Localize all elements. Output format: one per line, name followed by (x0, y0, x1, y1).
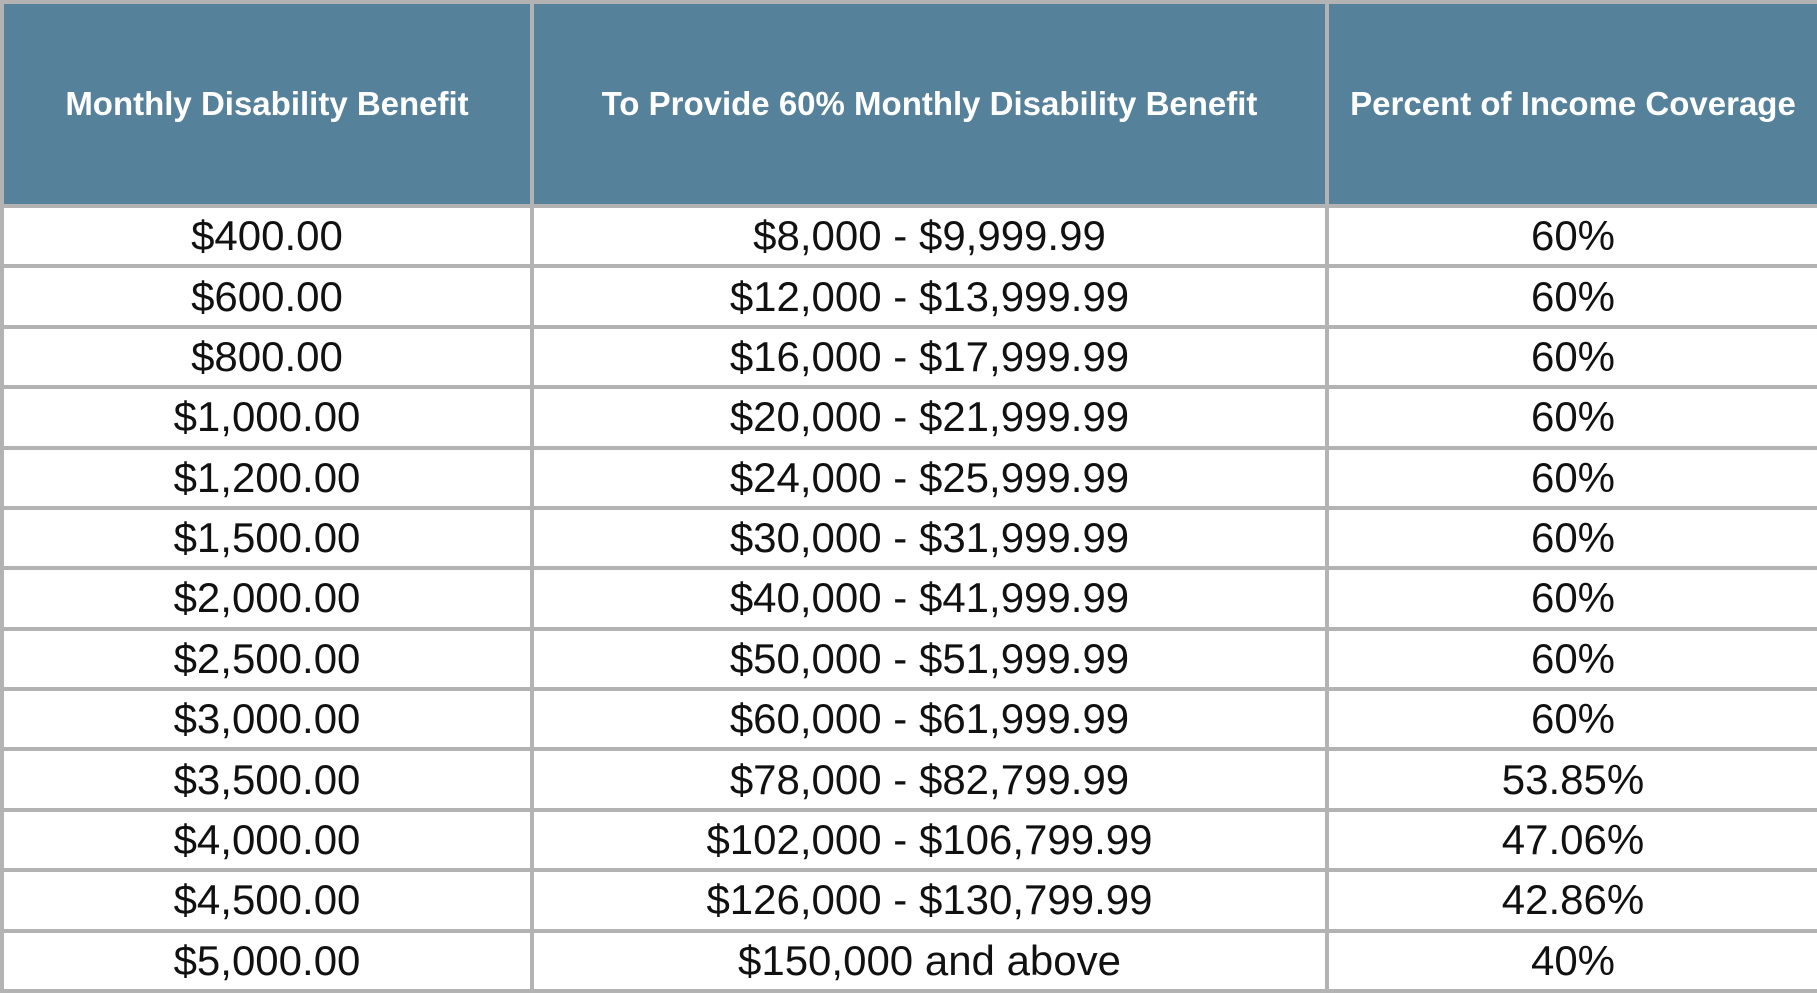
table-cell: $78,000 - $82,799.99 (530, 747, 1329, 812)
table-cell: $40,000 - $41,999.99 (530, 566, 1329, 631)
table-cell: 53.85% (1325, 747, 1817, 812)
table-cell: 60% (1325, 505, 1817, 571)
table-row: $1,200.00 $24,000 - $25,999.99 60% (0, 445, 1817, 510)
table-cell: $4,000.00 (0, 807, 534, 873)
table-cell: 40% (1325, 928, 1817, 993)
table-cell: $1,200.00 (0, 445, 534, 510)
table-row: $2,500.00 $50,000 - $51,999.99 60% (0, 626, 1817, 692)
table-cell: $800.00 (0, 324, 534, 390)
table-cell: 60% (1325, 445, 1817, 510)
table-cell: 47.06% (1325, 807, 1817, 873)
table-cell: 60% (1325, 324, 1817, 390)
column-header: Monthly Disability Benefit (0, 0, 534, 208)
table-cell: 60% (1325, 686, 1817, 752)
table-cell: 42.86% (1325, 868, 1817, 933)
table-cell: $24,000 - $25,999.99 (530, 445, 1329, 510)
table-cell: $150,000 and above (530, 928, 1329, 993)
table-cell: $1,500.00 (0, 505, 534, 571)
table-cell: $3,500.00 (0, 747, 534, 812)
table-cell: $16,000 - $17,999.99 (530, 324, 1329, 390)
table-row: $4,500.00 $126,000 - $130,799.99 42.86% (0, 868, 1817, 933)
table-cell: $50,000 - $51,999.99 (530, 626, 1329, 692)
table-cell: $600.00 (0, 264, 534, 329)
column-header: Percent of Income Coverage (1325, 0, 1817, 208)
table-cell: 60% (1325, 566, 1817, 631)
table-cell: $126,000 - $130,799.99 (530, 868, 1329, 933)
table-body: $400.00 $8,000 - $9,999.99 60% $600.00 $12,0… (0, 203, 1817, 993)
table-cell: $3,000.00 (0, 686, 534, 752)
table-cell: 60% (1325, 626, 1817, 692)
table-cell: 60% (1325, 203, 1817, 269)
table-cell: $8,000 - $9,999.99 (530, 203, 1329, 269)
header-row: Monthly Disability Benefit To Provide 60%… (0, 0, 1817, 208)
table-cell: $5,000.00 (0, 928, 534, 993)
table-cell: $12,000 - $13,999.99 (530, 264, 1329, 329)
table-row: $800.00 $16,000 - $17,999.99 60% (0, 324, 1817, 390)
table-row: $400.00 $8,000 - $9,999.99 60% (0, 203, 1817, 269)
table-cell: $2,500.00 (0, 626, 534, 692)
table-row: $1,000.00 $20,000 - $21,999.99 60% (0, 385, 1817, 450)
table-cell: $4,500.00 (0, 868, 534, 933)
table-cell: 60% (1325, 264, 1817, 329)
table-cell: $20,000 - $21,999.99 (530, 385, 1329, 450)
table-head: Monthly Disability Benefit To Provide 60%… (0, 0, 1817, 208)
table-row: $3,500.00 $78,000 - $82,799.99 53.85% (0, 747, 1817, 812)
table-row: $600.00 $12,000 - $13,999.99 60% (0, 264, 1817, 329)
table-row: $4,000.00 $102,000 - $106,799.99 47.06% (0, 807, 1817, 873)
table-cell: $30,000 - $31,999.99 (530, 505, 1329, 571)
table-cell: $102,000 - $106,799.99 (530, 807, 1329, 873)
table-row: $1,500.00 $30,000 - $31,999.99 60% (0, 505, 1817, 571)
table-cell: $60,000 - $61,999.99 (530, 686, 1329, 752)
table-row: $3,000.00 $60,000 - $61,999.99 60% (0, 686, 1817, 752)
table-cell: $1,000.00 (0, 385, 534, 450)
column-header: To Provide 60% Monthly Disability Benefi… (530, 0, 1329, 208)
table-row: $2,000.00 $40,000 - $41,999.99 60% (0, 566, 1817, 631)
table-cell: $2,000.00 (0, 566, 534, 631)
table-row: $5,000.00 $150,000 and above 40% (0, 928, 1817, 993)
table-cell: $400.00 (0, 203, 534, 269)
table-cell: 60% (1325, 385, 1817, 450)
